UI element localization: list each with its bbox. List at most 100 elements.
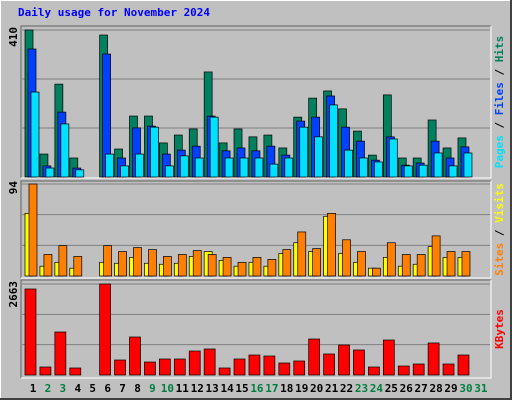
legend-entry: Files [493, 82, 506, 115]
bar [54, 331, 67, 376]
bar [75, 169, 85, 178]
legend-entry: KBytes [493, 309, 506, 349]
bar [401, 254, 411, 277]
bar [69, 367, 82, 376]
x-tick-label: 11 [176, 382, 190, 395]
bar [233, 358, 246, 376]
bar [457, 354, 470, 376]
bar [239, 157, 249, 178]
plot-border-dark [20, 25, 491, 178]
x-tick-label: 22 [340, 382, 353, 395]
x-tick-label: 21 [325, 382, 339, 395]
x-tick-label: 4 [74, 382, 81, 395]
x-tick-label: 29 [444, 382, 457, 395]
bar [461, 251, 471, 277]
bar [338, 344, 350, 376]
plot-border-dark [20, 180, 491, 278]
bar [177, 254, 187, 277]
x-tick-label: 18 [280, 382, 293, 395]
x-tick-label: 17 [265, 382, 278, 395]
legend: Pages / Files / Hits [493, 36, 506, 169]
bar [99, 283, 112, 376]
bar [308, 338, 321, 376]
legend-entry: Hits [493, 36, 506, 63]
bar [179, 155, 189, 178]
x-tick-label: 2 [45, 382, 52, 395]
bar [39, 366, 52, 376]
x-tick-label: 26 [400, 382, 414, 395]
x-tick-label: 16 [250, 382, 264, 395]
y-tick-label: 2663 [7, 281, 20, 308]
bar [222, 257, 232, 277]
bar [382, 339, 395, 376]
bar [135, 153, 144, 178]
bar [188, 350, 201, 376]
bar [254, 157, 264, 178]
x-tick-label: 6 [104, 382, 111, 395]
chart-title: Daily usage for November 2024 [18, 6, 210, 19]
legend-entry: Sites [493, 243, 506, 276]
legend-separator: / [493, 223, 506, 243]
bar [133, 247, 142, 277]
bar [374, 161, 383, 178]
x-tick-label: 28 [429, 382, 442, 395]
bar [252, 257, 262, 277]
bar [278, 362, 291, 376]
bar [103, 245, 113, 277]
x-tick-label: 15 [235, 382, 248, 395]
plot-border-light [21, 181, 492, 279]
x-tick-label: 3 [60, 382, 67, 395]
bar [173, 358, 186, 376]
bar [144, 361, 156, 376]
bar [28, 183, 38, 277]
bar [388, 138, 398, 178]
bar [267, 259, 277, 277]
bar [45, 167, 55, 178]
y-tick-label: 94 [7, 181, 20, 195]
legend: Sites / Visits [493, 183, 506, 276]
bar [159, 358, 171, 376]
plot-border-light [21, 26, 492, 179]
legend: KBytes [493, 309, 506, 349]
bar [386, 242, 396, 277]
bar [297, 231, 307, 277]
bar [165, 165, 174, 178]
bar [342, 239, 351, 277]
bar [114, 359, 126, 376]
bar [463, 152, 473, 178]
bar [344, 149, 353, 178]
bar [120, 165, 129, 178]
x-tick-label: 7 [119, 382, 126, 395]
legend-separator: / [493, 62, 506, 82]
bar [282, 249, 292, 277]
bar [150, 126, 159, 178]
bar [418, 164, 428, 178]
bar [163, 256, 172, 277]
bar [412, 363, 425, 376]
bar [194, 157, 204, 178]
plot-border-light [21, 280, 492, 379]
x-tick-label: 23 [355, 382, 368, 395]
bar [446, 251, 456, 277]
x-tick-label: 14 [220, 382, 234, 395]
bar [192, 250, 202, 277]
y-tick-label: 410 [7, 27, 20, 47]
legend-entry: Pages [493, 135, 506, 168]
bar [323, 353, 335, 376]
bar [148, 249, 157, 277]
bar [433, 152, 443, 178]
bar [397, 365, 410, 376]
x-tick-label: 20 [310, 382, 323, 395]
x-tick-label: 27 [415, 382, 428, 395]
bar [416, 254, 426, 277]
bar [357, 251, 366, 277]
bar [24, 288, 37, 376]
x-tick-label: 30 [459, 382, 472, 395]
x-tick-label: 19 [295, 382, 308, 395]
bar [237, 261, 247, 277]
bar [43, 254, 53, 277]
bar [448, 165, 458, 178]
bar [299, 126, 309, 178]
